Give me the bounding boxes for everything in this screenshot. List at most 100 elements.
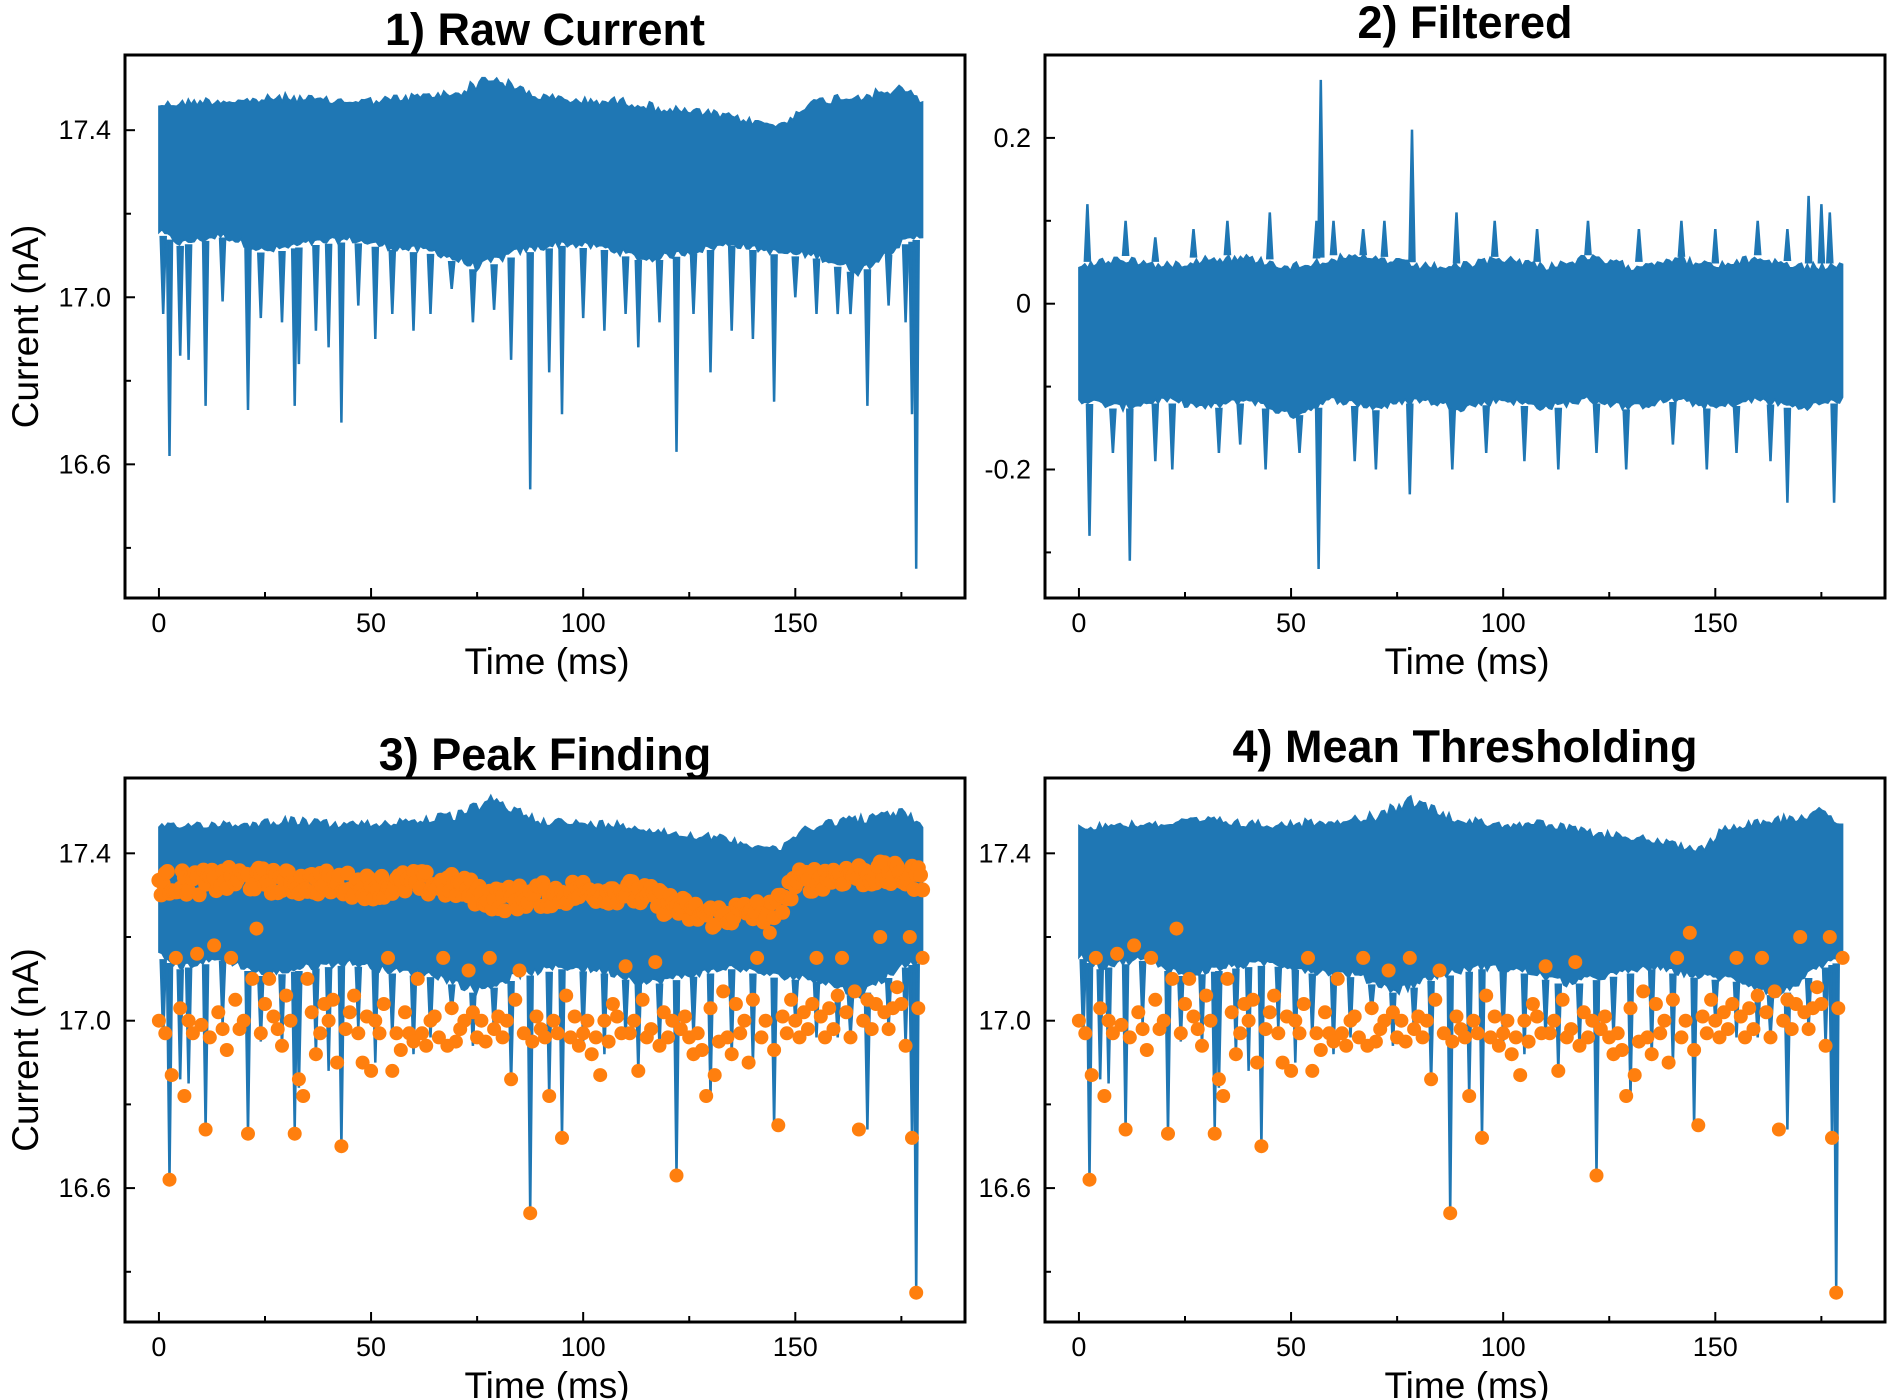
event-point [915,950,930,965]
event-point [559,988,574,1003]
y-tick-label: 17.4 [978,838,1031,868]
event-point [864,1022,879,1037]
x-tick-label: 0 [1071,608,1086,638]
event-point [499,1013,514,1028]
event-point [1835,950,1850,965]
plot-area [1078,79,1844,570]
event-point [1262,1005,1277,1020]
panel-1: 0 50 100 150 17.4 17.0 16.6 1) Raw Current Time … [5,4,967,682]
peak-point [418,864,434,880]
event-point [1250,1055,1265,1070]
event-point [1224,1005,1239,1020]
event-point [1818,1038,1833,1053]
y-tick-label: 17.4 [58,838,111,868]
x-tick-label: 50 [356,1332,386,1362]
signal-spike [201,964,210,1130]
event-point [1245,992,1260,1007]
y-axis-label: Current (nA) [5,225,46,429]
signal-spike [1711,229,1720,264]
panel-title: 3) Peak Finding [379,729,712,780]
event-point [1377,1013,1392,1028]
x-tick-label: 150 [1693,608,1738,638]
event-point [321,1013,336,1028]
event-point [580,1013,595,1028]
event-point [1829,1285,1844,1300]
event-point [758,1013,773,1028]
event-point [847,984,862,999]
event-point [198,1122,213,1137]
signal-spike [558,969,566,1138]
x-tick-label: 50 [356,608,386,638]
event-point [1691,1118,1706,1133]
event-point [1678,1013,1693,1028]
event-point [1708,1013,1723,1028]
event-point [1082,1172,1097,1187]
event-point [1755,950,1769,965]
event-point [228,992,243,1007]
event-point [1767,984,1782,999]
signal-spike [371,246,380,340]
x-tick-label: 0 [1071,1332,1086,1362]
event-point [1513,1068,1528,1083]
event-point [1729,950,1744,965]
signal-spike [1622,409,1631,470]
event-point [1491,1038,1506,1053]
event-point [839,1005,854,1020]
signal-spike [257,252,265,319]
event-point [1207,1126,1222,1141]
event-point [1190,1022,1205,1037]
event-point [1368,1034,1383,1049]
event-point [1793,930,1808,944]
event-point [1496,1026,1511,1041]
event-point [1228,1047,1243,1062]
x-tick-label: 50 [1276,1332,1306,1362]
event-point [550,1026,565,1041]
signal-spike [749,973,757,1063]
signal-spike [791,256,800,298]
panel-4: 0 50 100 150 17.4 17.0 16.6 4) Mean Thresholdin… [978,721,1887,1400]
peak-point [775,904,791,920]
y-tick-label: 16.6 [978,1173,1031,1203]
event-point [1402,950,1417,965]
event-point [665,1013,680,1028]
signal-spike [1085,404,1094,536]
event-point [644,1022,659,1037]
signal-spike [1499,971,1507,1042]
y-tick-label: 0 [1016,289,1031,319]
y-tick-label: 17.0 [58,1006,111,1036]
x-tick-label: 50 [1276,608,1306,638]
event-point [1568,955,1583,970]
event-point [546,1013,561,1028]
signal-spike [1346,977,1355,1038]
event-point [313,1026,328,1041]
event-point [788,1013,803,1028]
event-point [1071,1013,1086,1028]
panel-2: 0 50 100 150 0.2 0 -0.2 2) Filtered Time (ms) [984,0,1887,682]
event-point [622,1026,637,1041]
event-point [1831,1001,1846,1016]
signal-spike [1126,408,1134,561]
signal-spike [507,980,515,1084]
event-point [762,925,777,940]
event-point [801,1022,815,1037]
event-point [1258,1022,1273,1037]
event-point [1339,1038,1354,1053]
event-point [695,1043,709,1057]
signal-spike [312,245,320,331]
event-point [856,1013,871,1028]
signal-spike [1215,407,1223,453]
signal-spike [388,973,397,1038]
signal-spike [1592,980,1601,1176]
event-point [631,1063,646,1078]
axes-frame [123,53,967,600]
event-point [1118,1122,1133,1137]
peak-point [915,882,931,898]
event-point [529,1009,544,1024]
signal-spike [1702,408,1711,470]
event-point [894,997,909,1011]
event-point [1470,1026,1485,1041]
event-point [728,997,743,1011]
event-point [1504,1047,1519,1062]
event-point [1750,988,1765,1003]
signal-spike [1083,204,1092,262]
